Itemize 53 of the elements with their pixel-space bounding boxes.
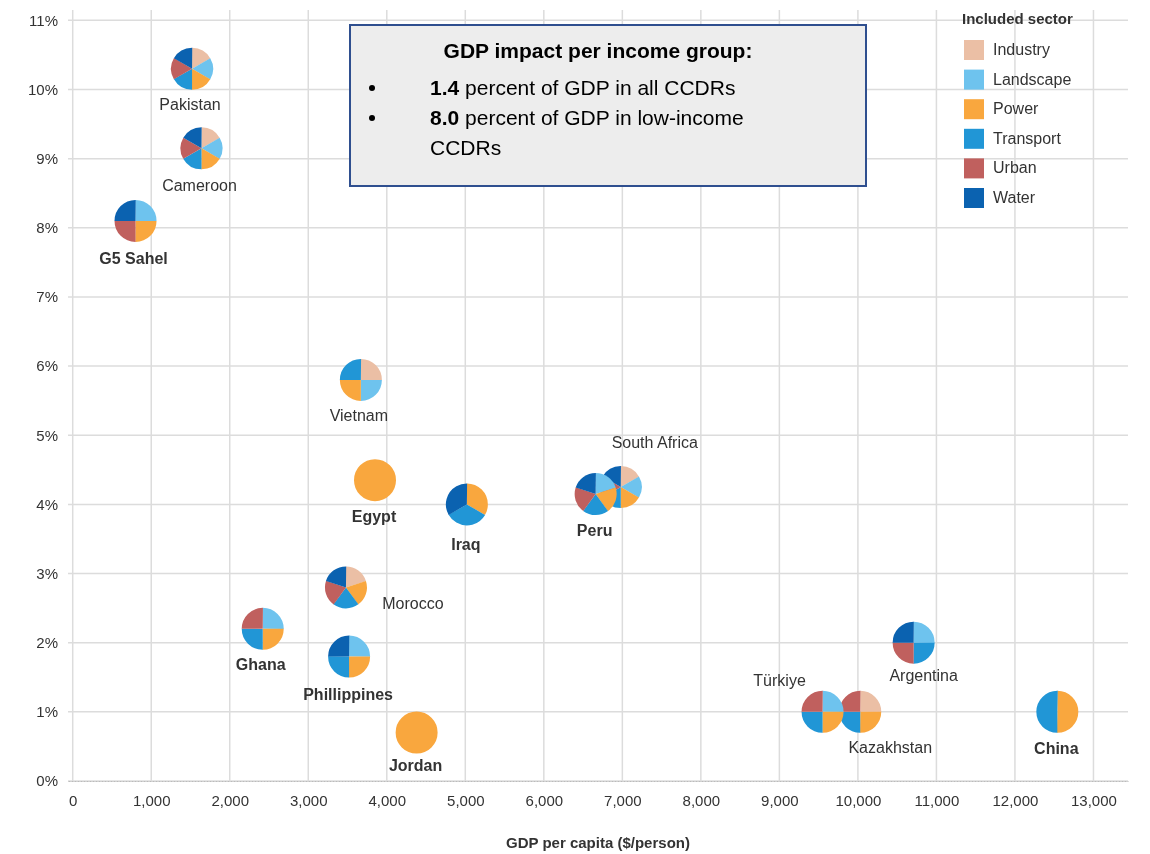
- annotation: Jordan: [388, 756, 443, 774]
- annotation: Peru: [576, 522, 613, 540]
- x-tick-label: 0: [69, 791, 78, 809]
- y-tick-label: 10%: [27, 80, 58, 98]
- annotation: Iraq: [451, 535, 481, 553]
- annotation: Morocco: [382, 594, 444, 612]
- x-tick-label: 13,000: [1071, 791, 1117, 809]
- legend-label: Transport: [993, 129, 1062, 147]
- x-axis-title: GDP per capita ($/person): [506, 834, 690, 851]
- y-tick-label: 6%: [36, 357, 58, 375]
- annotation: Phillippines: [303, 685, 394, 703]
- legend-label: Power: [993, 100, 1040, 118]
- annotation: Egypt: [351, 508, 397, 526]
- annotation: Vietnam: [329, 407, 389, 425]
- x-tick-label: 7,000: [604, 791, 642, 809]
- annotation: South Africa: [611, 434, 698, 452]
- legend-label: Urban: [993, 159, 1037, 177]
- y-tick-label: 7%: [36, 288, 58, 306]
- x-tick-label: 8,000: [682, 791, 721, 809]
- x-tick-label: 2,000: [211, 791, 250, 809]
- annotation: 8.0 percent of GDP in low-income CCDRs: [430, 106, 744, 159]
- annotation: China: [1034, 740, 1079, 758]
- y-tick-label: 4%: [36, 495, 58, 513]
- x-tick-label: 5,000: [447, 791, 485, 809]
- x-tick-label: 12,000: [992, 791, 1039, 809]
- y-tick-label: 2%: [36, 634, 58, 651]
- legend-label: Industry: [993, 41, 1050, 58]
- x-tick-label: 6,000: [525, 791, 564, 809]
- x-tick-label: 10,000: [835, 791, 882, 809]
- x-tick-label: 4,000: [368, 791, 407, 809]
- annotation: 1.4 percent of GDP in all CCDRs: [430, 76, 736, 99]
- legend-label: Water: [993, 189, 1036, 206]
- y-tick-label: 11%: [29, 11, 58, 29]
- y-tick-label: 1%: [36, 703, 58, 721]
- x-tick-label: 3,000: [289, 791, 328, 809]
- x-tick-label: 9,000: [761, 791, 799, 809]
- y-tick-label: 8%: [36, 219, 58, 237]
- annotation: GDP impact per income group:: [443, 39, 753, 62]
- annotation: Argentina: [889, 666, 958, 684]
- x-tick-label: 11,000: [914, 791, 960, 809]
- y-tick-label: 0%: [36, 772, 58, 790]
- y-tick-label: 3%: [36, 564, 58, 582]
- legend-title: Included sector: [962, 10, 1074, 27]
- annotation: Kazakhstan: [848, 739, 933, 757]
- annotation: Ghana: [235, 656, 286, 674]
- annotation: Pakistan: [159, 95, 221, 114]
- legend-label: Landscape: [993, 70, 1072, 88]
- y-tick-label: 5%: [36, 426, 58, 444]
- x-tick-label: 1,000: [132, 791, 171, 809]
- annotation: G5 Sahel: [99, 250, 168, 268]
- annotation: Türkiye: [753, 672, 806, 690]
- y-tick-label: 9%: [36, 149, 58, 167]
- annotation: Cameroon: [162, 176, 237, 194]
